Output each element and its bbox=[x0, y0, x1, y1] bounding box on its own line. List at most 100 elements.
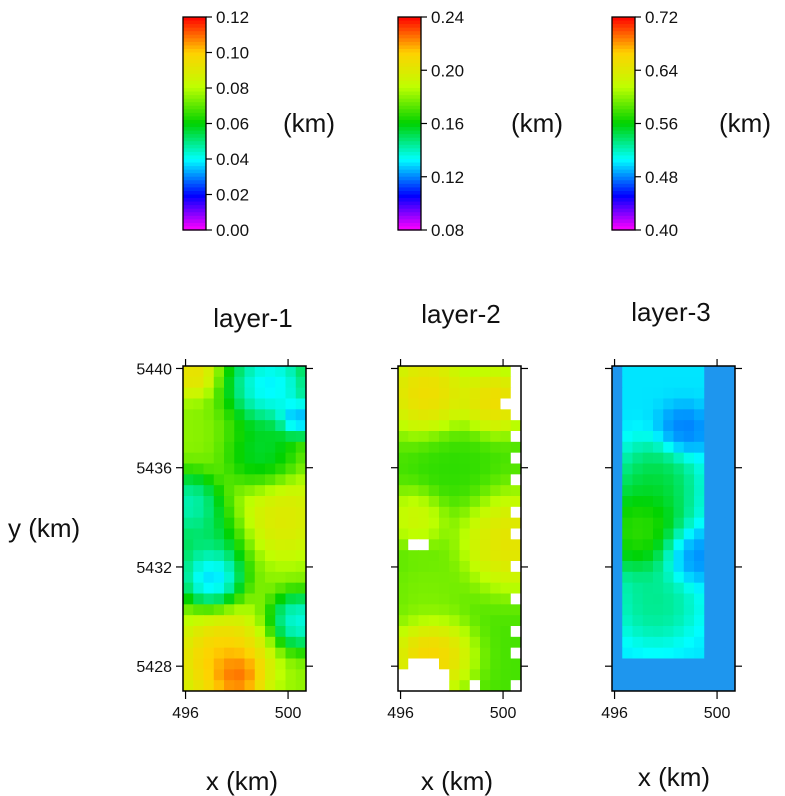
colorbar-gradient-step bbox=[398, 105, 421, 110]
heatmap-cell bbox=[632, 398, 644, 410]
heatmap-cell bbox=[663, 441, 674, 454]
heatmap-cell bbox=[663, 420, 674, 432]
heatmap-cell bbox=[724, 647, 736, 659]
heatmap-cell bbox=[428, 431, 440, 443]
colorbar-gradient-step bbox=[183, 73, 206, 78]
heatmap-cell bbox=[285, 626, 297, 638]
heatmap-cell bbox=[480, 561, 491, 573]
heatmap-cell bbox=[408, 561, 419, 573]
heatmap-cell bbox=[203, 647, 215, 659]
heatmap-cell bbox=[663, 409, 674, 421]
heatmap-cell bbox=[428, 376, 440, 389]
heatmap-cell bbox=[203, 452, 215, 464]
heatmap-cell bbox=[193, 420, 204, 432]
heatmap-cell bbox=[704, 485, 715, 497]
heatmap-cell bbox=[439, 593, 450, 605]
heatmap-cell bbox=[694, 463, 705, 475]
heatmap-cell bbox=[642, 506, 654, 519]
colorbar-gradient-step bbox=[398, 119, 421, 125]
heatmap-cell bbox=[408, 593, 419, 605]
colorbar-gradient-step bbox=[398, 190, 421, 196]
heatmap-cell bbox=[510, 658, 522, 670]
heatmap-cell bbox=[469, 561, 481, 573]
heatmap-cell bbox=[673, 636, 685, 649]
heatmap-cell bbox=[622, 409, 633, 421]
heatmap-cell bbox=[500, 398, 512, 410]
heatmap-cell bbox=[490, 474, 501, 486]
heatmap-cell bbox=[224, 376, 235, 389]
colorbar-gradient-step bbox=[612, 91, 635, 96]
colorbar-tick-label: 0.40 bbox=[645, 221, 678, 240]
heatmap-cell bbox=[714, 463, 726, 475]
colorbar-gradient-step bbox=[183, 215, 206, 220]
heatmap-cell bbox=[622, 539, 633, 551]
heatmap-cell bbox=[295, 615, 307, 627]
heatmap-cell bbox=[408, 626, 419, 638]
heatmap-cell bbox=[275, 604, 286, 616]
heatmap-cell bbox=[408, 539, 419, 551]
heatmap-cell bbox=[653, 626, 664, 638]
heatmap-cell bbox=[459, 463, 471, 475]
heatmap-cell bbox=[408, 496, 419, 508]
heatmap-cell bbox=[428, 452, 440, 464]
heatmap-cell bbox=[622, 615, 633, 627]
heatmap-cell bbox=[295, 626, 307, 638]
heatmap-cell bbox=[275, 680, 286, 692]
heatmap-cell bbox=[490, 539, 501, 551]
heatmap-cell bbox=[295, 604, 307, 616]
heatmap-cell bbox=[704, 615, 715, 627]
heatmap-cell bbox=[234, 452, 245, 464]
heatmap-cell bbox=[510, 485, 522, 497]
heatmap-cell bbox=[254, 626, 266, 638]
colorbar-gradient-step bbox=[398, 144, 421, 149]
heatmap-cell bbox=[408, 452, 419, 464]
heatmap-cell bbox=[642, 376, 654, 389]
heatmap-cell bbox=[653, 571, 664, 584]
heatmap-cell bbox=[500, 669, 512, 681]
heatmap-cell bbox=[224, 550, 235, 562]
heatmap-cell bbox=[714, 420, 726, 432]
heatmap-cell bbox=[469, 441, 481, 454]
heatmap-cell bbox=[285, 441, 297, 454]
colorbar-gradient-step bbox=[183, 212, 206, 217]
colorbar-gradient-step bbox=[612, 144, 635, 149]
heatmap-cell bbox=[418, 431, 430, 443]
colorbar-gradient-step bbox=[612, 141, 635, 146]
heatmap-cell bbox=[244, 420, 256, 432]
heatmap-cell bbox=[490, 376, 501, 389]
heatmap-cell bbox=[480, 474, 491, 486]
heatmap-cell bbox=[418, 398, 430, 410]
colorbar-layer-3-unit-label: (km) bbox=[719, 108, 771, 138]
colorbar-gradient-step bbox=[398, 215, 421, 220]
colorbar-gradient-step bbox=[398, 173, 421, 178]
heatmap-cell bbox=[418, 376, 430, 389]
heatmap-cell bbox=[612, 528, 623, 540]
heatmap-cell bbox=[663, 680, 674, 692]
heatmap-cell bbox=[673, 387, 685, 399]
colorbar-gradient-step bbox=[183, 95, 206, 100]
heatmap-cell bbox=[265, 376, 276, 389]
heatmap-cell bbox=[663, 615, 674, 627]
heatmap-cell bbox=[428, 593, 440, 605]
heatmap-cell bbox=[244, 452, 256, 464]
heatmap-cell bbox=[459, 550, 471, 562]
heatmap-cell bbox=[612, 658, 623, 670]
heatmap-cell bbox=[694, 528, 705, 540]
heatmap-cell bbox=[663, 376, 674, 389]
x-tick-label: 496 bbox=[387, 705, 414, 722]
heatmap-cell bbox=[275, 398, 286, 410]
heatmap-cell bbox=[295, 431, 307, 443]
heatmap-cell bbox=[193, 376, 204, 389]
heatmap-cell bbox=[254, 636, 266, 649]
heatmap-cell bbox=[510, 376, 522, 389]
heatmap-cell bbox=[469, 582, 481, 594]
heatmap-cell bbox=[398, 409, 409, 421]
heatmap-cell bbox=[480, 463, 491, 475]
heatmap-cell bbox=[428, 506, 440, 519]
heatmap-cell bbox=[183, 615, 194, 627]
heatmap-cell bbox=[469, 474, 481, 486]
heatmap-cell bbox=[418, 571, 430, 584]
heatmap-cell bbox=[398, 615, 409, 627]
heatmap-cell bbox=[642, 615, 654, 627]
heatmap-cell bbox=[469, 376, 481, 389]
